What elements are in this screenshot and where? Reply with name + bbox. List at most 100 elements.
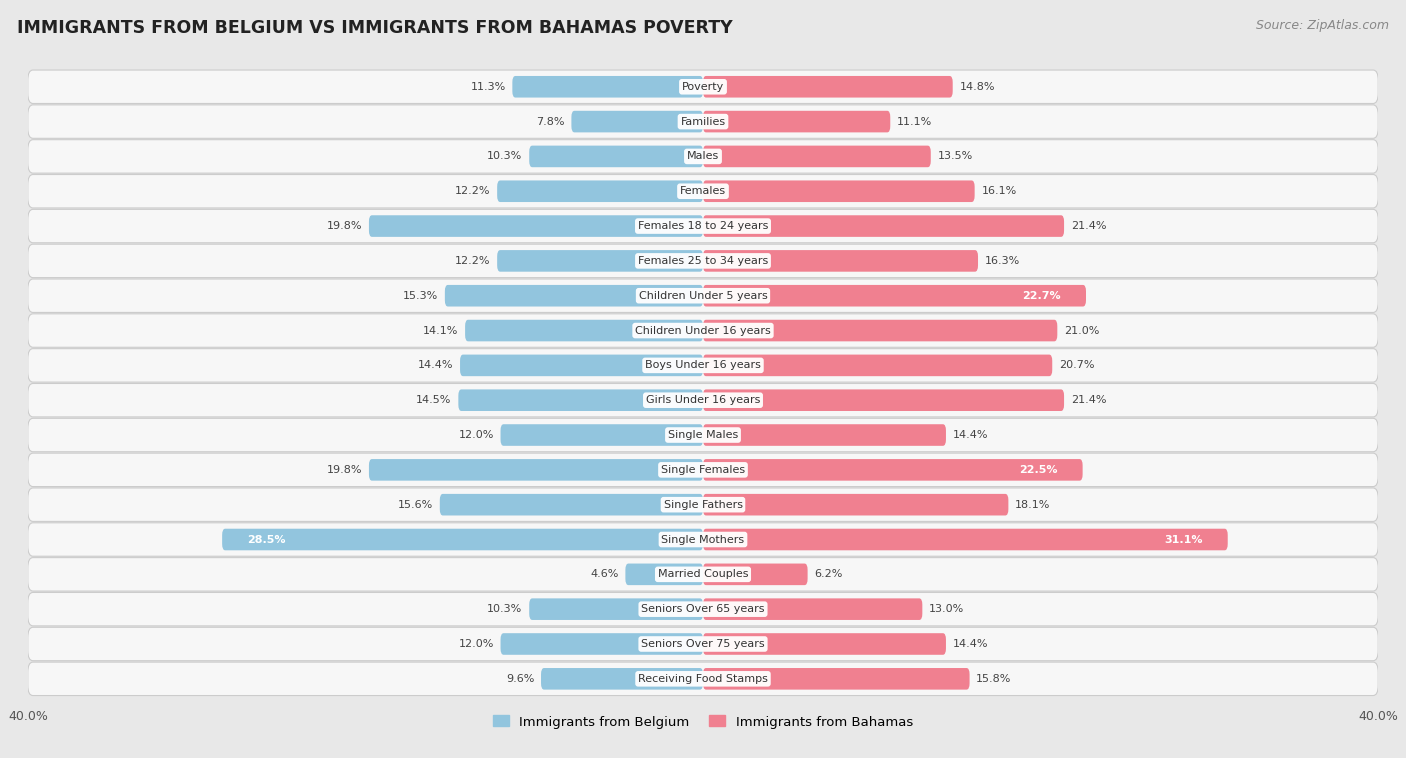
FancyBboxPatch shape [571, 111, 703, 133]
Text: Children Under 5 years: Children Under 5 years [638, 291, 768, 301]
Text: 21.0%: 21.0% [1064, 325, 1099, 336]
FancyBboxPatch shape [28, 523, 1378, 556]
FancyBboxPatch shape [28, 314, 1378, 347]
Text: 10.3%: 10.3% [488, 604, 523, 614]
FancyBboxPatch shape [703, 285, 1085, 306]
Text: 22.7%: 22.7% [1022, 291, 1060, 301]
Text: 31.1%: 31.1% [1164, 534, 1202, 544]
FancyBboxPatch shape [703, 668, 970, 690]
Text: Married Couples: Married Couples [658, 569, 748, 579]
FancyBboxPatch shape [28, 384, 1378, 417]
FancyBboxPatch shape [28, 139, 1378, 173]
Text: 28.5%: 28.5% [247, 534, 285, 544]
Text: IMMIGRANTS FROM BELGIUM VS IMMIGRANTS FROM BAHAMAS POVERTY: IMMIGRANTS FROM BELGIUM VS IMMIGRANTS FR… [17, 19, 733, 37]
FancyBboxPatch shape [465, 320, 703, 341]
Text: 12.0%: 12.0% [458, 639, 494, 649]
FancyBboxPatch shape [444, 285, 703, 306]
Text: 22.5%: 22.5% [1019, 465, 1057, 475]
Text: Receiving Food Stamps: Receiving Food Stamps [638, 674, 768, 684]
Text: Families: Families [681, 117, 725, 127]
FancyBboxPatch shape [28, 174, 1378, 208]
FancyBboxPatch shape [703, 250, 979, 271]
FancyBboxPatch shape [541, 668, 703, 690]
Text: 9.6%: 9.6% [506, 674, 534, 684]
Text: 18.1%: 18.1% [1015, 500, 1050, 509]
FancyBboxPatch shape [703, 146, 931, 168]
FancyBboxPatch shape [28, 488, 1378, 522]
Text: 19.8%: 19.8% [326, 465, 363, 475]
Text: Poverty: Poverty [682, 82, 724, 92]
Text: 14.4%: 14.4% [418, 360, 453, 371]
Text: 11.1%: 11.1% [897, 117, 932, 127]
Text: Single Males: Single Males [668, 430, 738, 440]
Text: Seniors Over 65 years: Seniors Over 65 years [641, 604, 765, 614]
Text: Females: Females [681, 186, 725, 196]
Text: 20.7%: 20.7% [1059, 360, 1094, 371]
Text: Children Under 16 years: Children Under 16 years [636, 325, 770, 336]
Text: 21.4%: 21.4% [1071, 395, 1107, 406]
Text: 21.4%: 21.4% [1071, 221, 1107, 231]
FancyBboxPatch shape [440, 494, 703, 515]
FancyBboxPatch shape [703, 390, 1064, 411]
Text: 12.2%: 12.2% [456, 256, 491, 266]
FancyBboxPatch shape [28, 279, 1378, 312]
FancyBboxPatch shape [703, 424, 946, 446]
Text: Seniors Over 75 years: Seniors Over 75 years [641, 639, 765, 649]
Text: 12.0%: 12.0% [458, 430, 494, 440]
Text: 14.1%: 14.1% [423, 325, 458, 336]
Text: Males: Males [688, 152, 718, 161]
Text: 14.8%: 14.8% [959, 82, 995, 92]
FancyBboxPatch shape [28, 593, 1378, 626]
FancyBboxPatch shape [703, 111, 890, 133]
Text: 14.4%: 14.4% [953, 430, 988, 440]
Text: 15.8%: 15.8% [976, 674, 1012, 684]
Text: 14.5%: 14.5% [416, 395, 451, 406]
FancyBboxPatch shape [703, 459, 1083, 481]
Text: Females 18 to 24 years: Females 18 to 24 years [638, 221, 768, 231]
FancyBboxPatch shape [28, 628, 1378, 661]
FancyBboxPatch shape [28, 209, 1378, 243]
FancyBboxPatch shape [703, 494, 1008, 515]
FancyBboxPatch shape [28, 70, 1378, 104]
Text: 16.3%: 16.3% [984, 256, 1019, 266]
FancyBboxPatch shape [501, 424, 703, 446]
Text: Girls Under 16 years: Girls Under 16 years [645, 395, 761, 406]
FancyBboxPatch shape [498, 250, 703, 271]
Legend: Immigrants from Belgium, Immigrants from Bahamas: Immigrants from Belgium, Immigrants from… [488, 710, 918, 734]
FancyBboxPatch shape [28, 558, 1378, 591]
FancyBboxPatch shape [28, 662, 1378, 696]
Text: 13.0%: 13.0% [929, 604, 965, 614]
FancyBboxPatch shape [368, 459, 703, 481]
Text: 14.4%: 14.4% [953, 639, 988, 649]
FancyBboxPatch shape [28, 349, 1378, 382]
FancyBboxPatch shape [703, 355, 1052, 376]
FancyBboxPatch shape [28, 105, 1378, 138]
Text: 13.5%: 13.5% [938, 152, 973, 161]
FancyBboxPatch shape [703, 76, 953, 98]
Text: 6.2%: 6.2% [814, 569, 842, 579]
FancyBboxPatch shape [458, 390, 703, 411]
Text: 19.8%: 19.8% [326, 221, 363, 231]
FancyBboxPatch shape [529, 146, 703, 168]
Text: 15.3%: 15.3% [404, 291, 439, 301]
FancyBboxPatch shape [28, 418, 1378, 452]
Text: 16.1%: 16.1% [981, 186, 1017, 196]
Text: Females 25 to 34 years: Females 25 to 34 years [638, 256, 768, 266]
FancyBboxPatch shape [501, 633, 703, 655]
FancyBboxPatch shape [703, 598, 922, 620]
Text: Boys Under 16 years: Boys Under 16 years [645, 360, 761, 371]
Text: 12.2%: 12.2% [456, 186, 491, 196]
Text: Source: ZipAtlas.com: Source: ZipAtlas.com [1256, 19, 1389, 32]
FancyBboxPatch shape [222, 529, 703, 550]
FancyBboxPatch shape [626, 563, 703, 585]
Text: 7.8%: 7.8% [536, 117, 565, 127]
Text: 10.3%: 10.3% [488, 152, 523, 161]
FancyBboxPatch shape [703, 633, 946, 655]
FancyBboxPatch shape [28, 244, 1378, 277]
Text: Single Females: Single Females [661, 465, 745, 475]
Text: 11.3%: 11.3% [471, 82, 506, 92]
FancyBboxPatch shape [498, 180, 703, 202]
Text: 4.6%: 4.6% [591, 569, 619, 579]
FancyBboxPatch shape [368, 215, 703, 236]
FancyBboxPatch shape [703, 215, 1064, 236]
